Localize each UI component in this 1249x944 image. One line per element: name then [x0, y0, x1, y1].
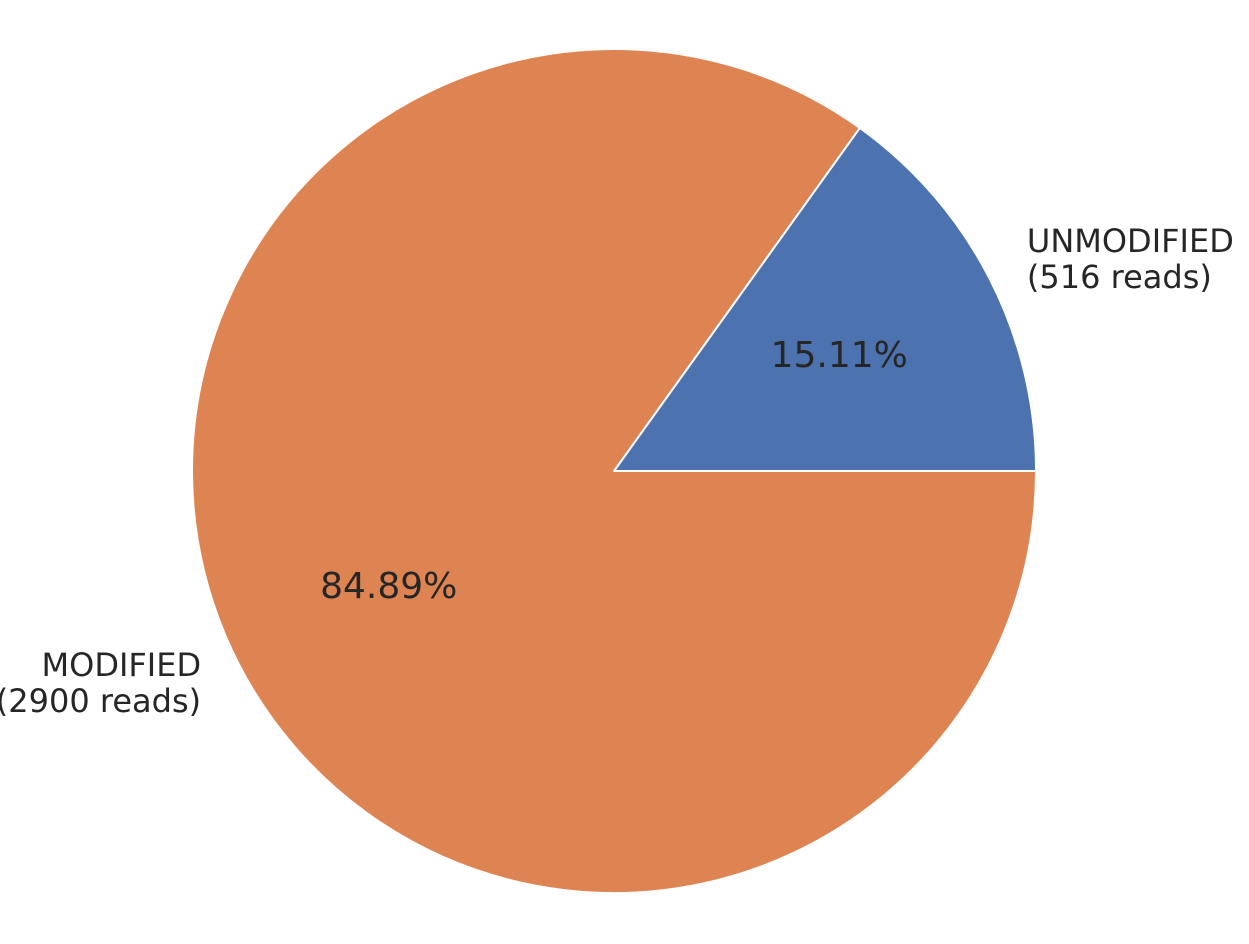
category-label-line-0-0: UNMODIFIED [1027, 222, 1234, 260]
category-label-line-0-1: (516 reads) [1027, 258, 1212, 296]
category-labels: UNMODIFIED (516 reads) MODIFIED (2900 reads… [0, 222, 1234, 720]
pie-slice-0 [613, 126, 1037, 472]
percent-label-1: 84.89% [320, 566, 457, 607]
percent-labels: 15.11% 84.89% [320, 335, 908, 607]
category-label-line-1-1: (2900 reads) [0, 682, 201, 720]
category-label-line-1-0: MODIFIED [42, 646, 202, 684]
percent-label-0: 15.11% [771, 335, 908, 376]
category-label-1: MODIFIED (2900 reads) [0, 646, 201, 720]
pie-slice-1 [191, 48, 1037, 894]
pie-slices [191, 48, 1037, 894]
category-label-0: UNMODIFIED (516 reads) [1027, 222, 1234, 296]
